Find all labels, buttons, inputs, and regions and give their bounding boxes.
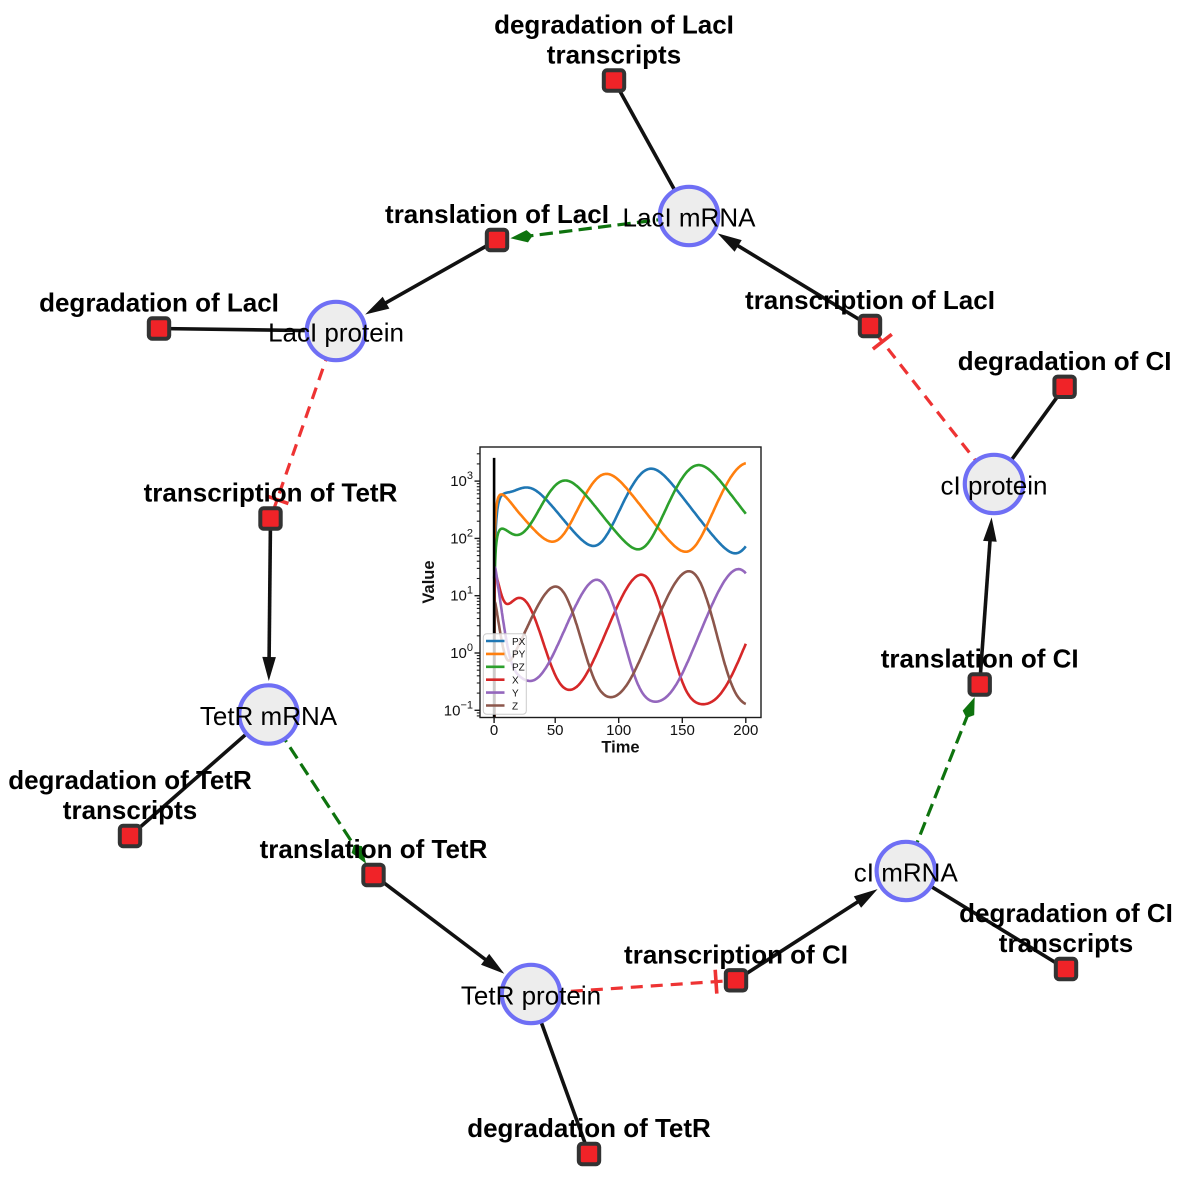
svg-text:0: 0 <box>490 722 498 739</box>
svg-text:100: 100 <box>606 722 631 739</box>
svg-text:PZ: PZ <box>512 663 525 674</box>
svg-text:LacI mRNA: LacI mRNA <box>623 203 757 233</box>
svg-text:Time: Time <box>601 739 639 757</box>
svg-text:cI mRNA: cI mRNA <box>854 858 959 888</box>
svg-text:translation of LacI: translation of LacI <box>385 199 609 229</box>
svg-text:transcription of LacI: transcription of LacI <box>745 285 995 315</box>
svg-text:PX: PX <box>512 637 526 648</box>
svg-text:Value: Value <box>420 560 438 603</box>
svg-text:200: 200 <box>733 722 758 739</box>
svg-text:50: 50 <box>547 722 564 739</box>
svg-text:Z: Z <box>512 701 518 712</box>
svg-text:X: X <box>512 676 519 687</box>
svg-text:transcripts: transcripts <box>63 795 197 825</box>
svg-text:transcripts: transcripts <box>999 928 1133 958</box>
svg-text:150: 150 <box>670 722 695 739</box>
svg-text:transcription of CI: transcription of CI <box>624 939 848 969</box>
svg-text:LacI protein: LacI protein <box>268 318 404 348</box>
svg-text:cI protein: cI protein <box>941 471 1048 501</box>
svg-text:TetR mRNA: TetR mRNA <box>200 701 338 731</box>
svg-text:degradation of TetR: degradation of TetR <box>467 1113 711 1143</box>
svg-text:TetR protein: TetR protein <box>461 981 601 1011</box>
svg-text:degradation of CI: degradation of CI <box>958 346 1172 376</box>
svg-text:translation of TetR: translation of TetR <box>260 834 488 864</box>
svg-text:PY: PY <box>512 650 526 661</box>
svg-text:degradation of TetR: degradation of TetR <box>8 765 252 795</box>
svg-text:degradation of LacI: degradation of LacI <box>39 288 279 318</box>
svg-text:degradation of CI: degradation of CI <box>959 898 1173 928</box>
svg-text:degradation of LacI: degradation of LacI <box>494 10 734 40</box>
svg-text:Y: Y <box>512 688 519 699</box>
svg-text:transcription of TetR: transcription of TetR <box>144 478 398 508</box>
svg-text:transcripts: transcripts <box>547 40 681 70</box>
svg-text:translation of CI: translation of CI <box>881 644 1079 674</box>
